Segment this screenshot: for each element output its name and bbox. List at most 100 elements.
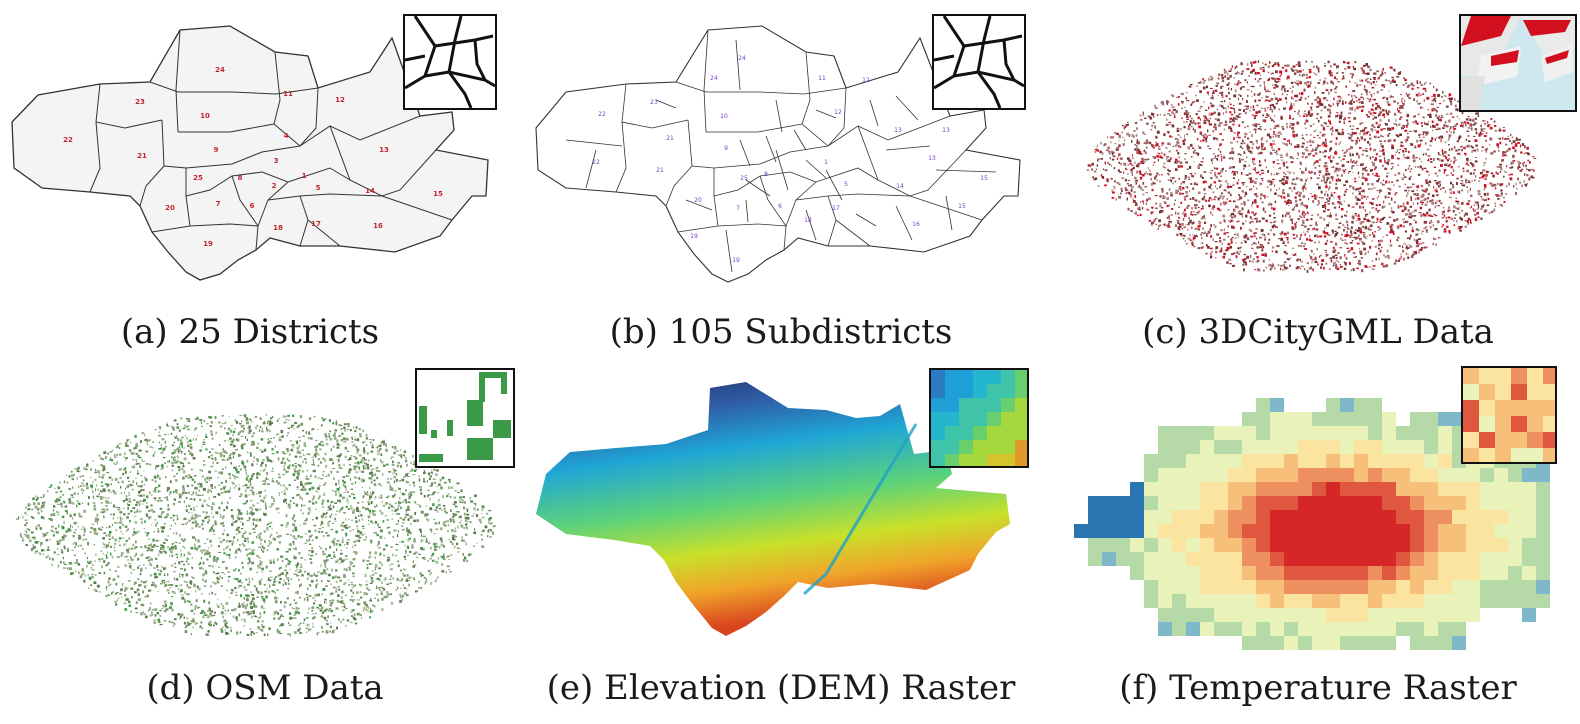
building-footprint bbox=[341, 432, 344, 435]
building-footprint bbox=[1219, 221, 1222, 224]
building-footprint bbox=[1219, 92, 1222, 94]
building-footprint bbox=[1284, 266, 1287, 270]
building-footprint bbox=[180, 560, 184, 563]
building-footprint bbox=[1287, 195, 1290, 197]
building-footprint bbox=[1118, 147, 1120, 149]
building-footprint bbox=[1133, 130, 1136, 132]
building-footprint bbox=[1203, 215, 1205, 218]
building-footprint bbox=[1214, 174, 1217, 177]
building-footprint bbox=[251, 441, 254, 444]
building-footprint bbox=[1442, 127, 1445, 129]
building-footprint bbox=[1308, 197, 1310, 201]
building-footprint bbox=[1338, 261, 1340, 264]
building-footprint bbox=[1524, 145, 1526, 149]
building-footprint bbox=[1467, 135, 1470, 137]
building-footprint bbox=[1314, 98, 1318, 101]
building-footprint bbox=[1373, 187, 1376, 189]
building-footprint bbox=[93, 531, 97, 534]
building-footprint bbox=[1334, 254, 1338, 257]
building-footprint bbox=[1350, 233, 1353, 236]
building-footprint bbox=[1361, 101, 1364, 104]
building-footprint bbox=[1258, 164, 1262, 167]
building-footprint bbox=[1325, 232, 1327, 234]
building-footprint bbox=[1166, 156, 1169, 158]
building-footprint bbox=[1122, 124, 1124, 127]
building-footprint bbox=[161, 566, 163, 568]
building-footprint bbox=[1345, 257, 1348, 260]
building-footprint bbox=[1380, 128, 1383, 131]
building-footprint bbox=[1130, 186, 1134, 189]
building-footprint bbox=[1272, 233, 1276, 236]
building-footprint bbox=[1447, 164, 1450, 167]
building-footprint bbox=[1251, 134, 1253, 136]
building-footprint bbox=[1289, 156, 1293, 159]
building-footprint bbox=[1155, 202, 1157, 205]
building-footprint bbox=[1257, 171, 1260, 174]
building-footprint bbox=[1389, 244, 1393, 247]
building-footprint bbox=[1123, 163, 1127, 166]
building-footprint bbox=[1216, 207, 1220, 210]
building-footprint bbox=[1470, 219, 1472, 222]
building-footprint bbox=[1180, 201, 1182, 205]
building-footprint bbox=[1455, 159, 1458, 161]
building-footprint bbox=[233, 577, 235, 580]
building-footprint bbox=[367, 452, 369, 455]
building-footprint bbox=[407, 472, 410, 475]
building-footprint bbox=[1257, 123, 1260, 125]
building-footprint bbox=[1474, 201, 1478, 204]
building-footprint bbox=[1274, 125, 1277, 128]
building-footprint bbox=[1351, 94, 1353, 98]
caption-c: (c) 3DCityGML Data bbox=[1142, 312, 1494, 352]
building-footprint bbox=[1511, 136, 1514, 139]
building-footprint bbox=[1223, 124, 1227, 126]
building-footprint bbox=[129, 483, 132, 487]
building-footprint bbox=[228, 416, 230, 418]
building-footprint bbox=[1210, 97, 1213, 99]
building-footprint bbox=[1400, 255, 1402, 259]
building-footprint bbox=[1157, 224, 1161, 228]
building-footprint bbox=[105, 534, 108, 537]
building-footprint bbox=[1526, 174, 1529, 177]
building-footprint bbox=[1141, 174, 1145, 177]
building-footprint bbox=[1366, 92, 1368, 96]
building-footprint bbox=[1384, 255, 1387, 258]
building-footprint bbox=[1518, 165, 1520, 168]
building-footprint bbox=[1161, 143, 1165, 145]
building-footprint bbox=[235, 591, 238, 594]
building-footprint bbox=[1497, 165, 1500, 168]
building-footprint bbox=[1527, 169, 1531, 172]
building-footprint bbox=[1137, 151, 1141, 155]
building-footprint bbox=[1223, 76, 1225, 78]
building-footprint bbox=[1301, 265, 1304, 267]
building-footprint bbox=[281, 623, 284, 627]
building-footprint bbox=[1150, 223, 1153, 226]
building-footprint bbox=[1231, 216, 1234, 219]
building-footprint bbox=[1338, 203, 1342, 205]
building-footprint bbox=[1295, 82, 1298, 85]
building-footprint bbox=[1247, 94, 1249, 97]
building-footprint bbox=[360, 514, 363, 517]
building-footprint bbox=[230, 424, 233, 427]
building-footprint bbox=[1378, 247, 1380, 250]
building-footprint bbox=[1325, 145, 1328, 148]
building-footprint bbox=[1315, 152, 1318, 155]
building-footprint bbox=[405, 579, 408, 582]
building-footprint bbox=[1406, 119, 1409, 122]
building-footprint bbox=[283, 421, 287, 424]
building-footprint bbox=[220, 488, 223, 490]
building-footprint bbox=[1429, 214, 1432, 216]
building-footprint bbox=[199, 469, 202, 472]
building-footprint bbox=[1532, 176, 1535, 179]
building-footprint bbox=[1158, 146, 1161, 148]
building-footprint bbox=[1224, 107, 1227, 110]
building-footprint bbox=[1224, 120, 1227, 123]
building-footprint bbox=[180, 461, 183, 465]
building-footprint bbox=[1284, 143, 1287, 145]
building-footprint bbox=[1273, 92, 1275, 96]
building-footprint bbox=[1276, 153, 1278, 156]
building-footprint bbox=[66, 474, 68, 477]
building-footprint bbox=[1418, 229, 1420, 232]
building-footprint bbox=[1330, 260, 1333, 263]
building-footprint bbox=[1202, 233, 1205, 235]
building-footprint bbox=[1173, 113, 1176, 117]
